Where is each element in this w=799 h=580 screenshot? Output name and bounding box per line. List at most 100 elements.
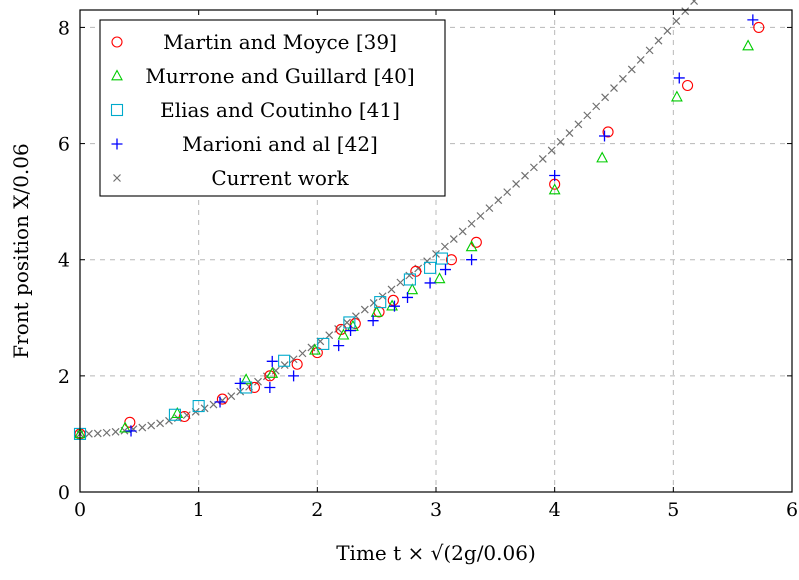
data-point: [387, 285, 396, 294]
data-point: [264, 370, 276, 382]
data-point: [298, 349, 307, 358]
data-point: [440, 242, 449, 251]
data-point: [165, 416, 173, 425]
data-point: [266, 355, 278, 367]
data-point: [645, 46, 654, 55]
legend-marker: [111, 69, 123, 81]
data-point: [435, 252, 448, 265]
data-point: [402, 291, 414, 303]
data-point: [663, 27, 672, 35]
y-tick-label: 6: [58, 134, 70, 156]
data-point: [610, 84, 618, 93]
data-point: [138, 423, 147, 432]
series-plus: [125, 14, 759, 437]
x-tick-label: 2: [311, 499, 323, 521]
data-point: [596, 151, 609, 163]
data-point: [125, 425, 137, 437]
data-point: [742, 39, 755, 51]
data-point: [156, 419, 165, 428]
data-point: [280, 361, 289, 369]
y-axis-label: Front position X/0.06: [9, 143, 33, 358]
data-point: [465, 240, 478, 252]
data-point: [227, 392, 236, 401]
legend: Martin and Moyce [39] Murrone and Guillar…: [99, 19, 446, 197]
axis-ticks: 0 1 2 3 4 5 6 0 2 4 6 8: [58, 10, 798, 521]
data-point: [672, 17, 681, 26]
data-point: [466, 254, 478, 266]
legend-marker: [111, 138, 123, 150]
data-point: [111, 427, 120, 436]
data-point: [445, 254, 457, 266]
data-point: [387, 294, 399, 306]
data-point: [119, 421, 132, 433]
data-point: [636, 56, 645, 64]
data-point: [547, 146, 556, 155]
legend-label: Marioni and al [42]: [182, 132, 378, 156]
data-point: [549, 170, 561, 182]
data-point: [234, 377, 246, 389]
data-point: [556, 137, 565, 146]
data-point: [333, 340, 345, 352]
data-point: [278, 354, 291, 367]
data-point: [147, 421, 156, 430]
x-tick-label: 1: [193, 499, 205, 521]
data-point: [599, 130, 611, 142]
data-point: [343, 318, 351, 327]
data-point: [512, 180, 521, 188]
y-tick-label: 2: [58, 366, 70, 388]
data-point: [601, 93, 610, 102]
data-point: [424, 261, 437, 274]
data-point: [406, 283, 419, 295]
data-point: [289, 355, 298, 364]
data-point: [192, 400, 205, 413]
data-point: [494, 196, 503, 205]
data-point: [753, 21, 765, 33]
data-point: [369, 299, 378, 307]
data-point: [171, 406, 184, 418]
data-point: [405, 271, 414, 280]
series-triangle: [74, 39, 755, 439]
data-point: [565, 129, 574, 138]
data-point: [317, 337, 330, 350]
data-point: [325, 331, 334, 340]
y-tick-label: 8: [58, 17, 70, 39]
data-point: [458, 227, 467, 236]
data-point: [248, 381, 260, 394]
legend-label: Elias and Coutinho [41]: [160, 98, 400, 122]
data-point: [673, 72, 685, 84]
data-point: [214, 396, 226, 408]
data-point: [583, 111, 592, 120]
legend-marker: [113, 174, 121, 182]
data-point: [654, 36, 663, 45]
y-tick-label: 4: [58, 250, 70, 272]
data-point: [476, 212, 485, 220]
data-point: [529, 163, 538, 172]
data-point: [240, 373, 253, 385]
x-axis-label: Time t × √(2g/0.06): [336, 541, 536, 565]
x-tick-label: 6: [786, 499, 798, 521]
data-point: [360, 305, 369, 314]
data-point: [485, 204, 494, 213]
data-point: [266, 366, 279, 378]
data-point: [178, 410, 190, 423]
data-point: [681, 7, 690, 16]
data-point: [288, 370, 300, 382]
legend-box: [99, 19, 446, 197]
legend-label: Martin and Moyce [39]: [163, 30, 397, 54]
data-point: [337, 328, 350, 340]
data-point: [470, 236, 482, 248]
data-point: [388, 300, 400, 312]
y-tick-label: 0: [58, 482, 70, 504]
data-point: [264, 381, 276, 393]
data-point: [367, 315, 379, 327]
data-point: [345, 325, 357, 337]
data-point: [396, 278, 405, 287]
x-tick-label: 3: [430, 499, 442, 521]
data-point: [682, 79, 694, 92]
legend-marker: [110, 103, 124, 117]
data-point: [334, 325, 343, 333]
x-tick-label: 5: [667, 499, 679, 521]
data-point: [433, 272, 446, 284]
data-point: [424, 277, 436, 289]
